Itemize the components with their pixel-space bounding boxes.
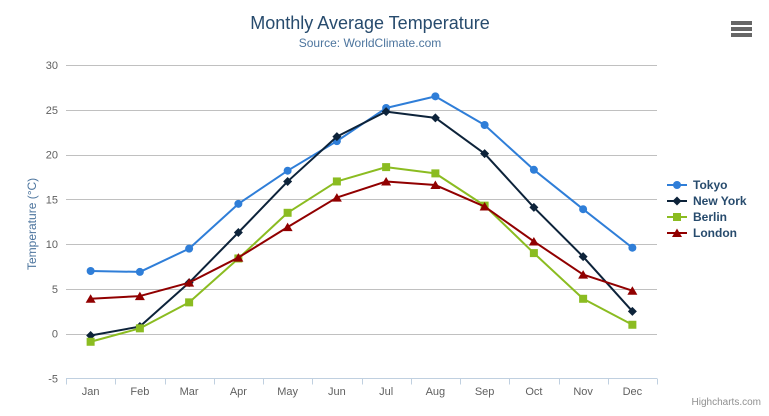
svg-text:Mar: Mar (180, 386, 199, 398)
svg-text:Jun: Jun (328, 386, 346, 398)
x-axis-labels: Jan Feb Mar Apr May Jun Jul Aug Sep Oct Nov Dec (82, 386, 643, 398)
legend-item-berlin[interactable]: Berlin (666, 209, 747, 225)
legend-label-london: London (693, 226, 737, 240)
svg-text:Jul: Jul (379, 386, 393, 398)
legend-label-berlin: Berlin (693, 210, 728, 224)
svg-text:Apr: Apr (230, 386, 247, 398)
legend-label-new-york: New York (693, 194, 747, 208)
svg-text:-5: -5 (48, 374, 58, 386)
svg-text:20: 20 (46, 150, 58, 162)
svg-text:May: May (277, 386, 298, 398)
export-menu-button[interactable] (729, 17, 754, 41)
chart-subtitle: Source: WorldClimate.com (298, 36, 442, 50)
legend-item-london[interactable]: London (666, 225, 747, 241)
svg-text:Oct: Oct (525, 386, 542, 398)
series-new-york (86, 107, 637, 341)
legend-item-tokyo[interactable]: Tokyo (666, 177, 747, 193)
svg-text:25: 25 (46, 105, 58, 117)
svg-text:Sep: Sep (475, 386, 495, 398)
svg-text:5: 5 (52, 284, 58, 296)
grid-lines (66, 65, 657, 335)
hamburger-icon (731, 21, 752, 37)
svg-text:Aug: Aug (426, 386, 446, 398)
legend-item-new-york[interactable]: New York (666, 193, 747, 209)
credits-link[interactable]: Highcharts.com (691, 397, 761, 408)
svg-text:Dec: Dec (623, 386, 643, 398)
legend-marker-london (667, 228, 687, 237)
svg-text:Jan: Jan (82, 386, 100, 398)
svg-text:30: 30 (46, 60, 58, 72)
series-tokyo (86, 92, 637, 276)
series-london (85, 176, 638, 303)
series-berlin (86, 163, 637, 346)
legend-marker-tokyo (667, 181, 687, 189)
chart-title: Monthly Average Temperature (250, 13, 490, 33)
y-axis-title: Temperature (°C) (25, 177, 39, 270)
svg-text:Nov: Nov (573, 386, 593, 398)
legend-marker-new-york (667, 196, 687, 206)
legend: Tokyo New York Berlin London (666, 177, 747, 241)
svg-text:10: 10 (46, 239, 58, 251)
svg-text:0: 0 (52, 329, 58, 341)
y-axis-labels: -5 0 5 10 15 20 25 30 (46, 60, 58, 386)
legend-marker-berlin (667, 213, 687, 221)
svg-text:Feb: Feb (130, 386, 149, 398)
x-axis (66, 378, 658, 385)
svg-text:15: 15 (46, 194, 58, 206)
legend-label-tokyo: Tokyo (693, 178, 728, 192)
